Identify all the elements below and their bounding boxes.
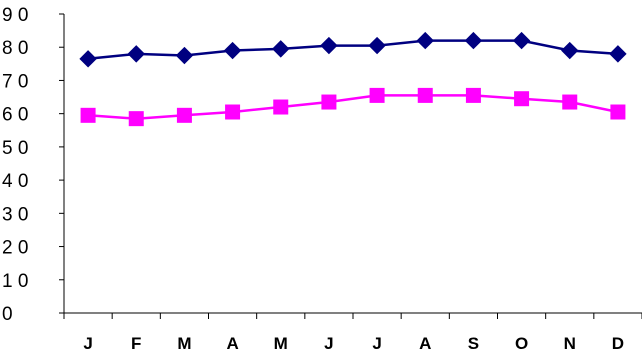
- data-point-square: [610, 104, 626, 120]
- data-point-square: [225, 104, 241, 120]
- y-tick-label: 3 0: [2, 204, 28, 225]
- x-tick-label: D: [612, 334, 624, 353]
- x-tick-label: J: [324, 334, 333, 353]
- x-tick-label: J: [83, 334, 92, 353]
- y-tick-label: 0: [2, 304, 13, 325]
- data-point-square: [562, 94, 578, 110]
- x-tick-label: A: [226, 334, 238, 353]
- data-point-square: [417, 87, 433, 103]
- data-point-diamond: [416, 31, 434, 50]
- data-point-square: [321, 94, 337, 110]
- x-tick-label: O: [515, 334, 528, 353]
- data-point-square: [369, 87, 385, 103]
- y-tick-label: 4 0: [2, 171, 28, 192]
- data-point-square: [176, 107, 192, 123]
- series-1: [79, 31, 627, 68]
- data-point-diamond: [320, 36, 338, 55]
- y-tick-label: 6 0: [2, 105, 28, 126]
- axes: [63, 14, 642, 314]
- data-point-diamond: [561, 41, 579, 60]
- series-2: [80, 87, 626, 127]
- data-point-square: [80, 107, 96, 123]
- data-point-diamond: [512, 31, 531, 50]
- data-point-square: [514, 91, 530, 107]
- data-point-diamond: [464, 31, 483, 50]
- data-point-diamond: [609, 45, 627, 63]
- data-point-diamond: [127, 45, 145, 63]
- x-tick-label: S: [468, 334, 479, 353]
- y-tick-label: 7 0: [2, 71, 28, 92]
- data-point-diamond: [368, 36, 386, 55]
- series-layer: [79, 31, 627, 127]
- data-point-diamond: [272, 40, 290, 58]
- y-axis-ticks: 0 1 0 2 0 3 0 4 0 5 0 6 0 7 0 8 0 9 0: [2, 5, 64, 325]
- x-tick-label: M: [274, 334, 288, 353]
- data-point-square: [128, 111, 144, 127]
- x-tick-label: M: [177, 334, 191, 353]
- x-tick-label: J: [372, 334, 381, 353]
- data-point-diamond: [175, 46, 194, 65]
- y-tick-label: 8 0: [2, 38, 28, 59]
- data-point-diamond: [223, 41, 242, 60]
- x-tick-label: N: [564, 334, 576, 353]
- data-point-square: [273, 99, 289, 115]
- series-line: [87, 39, 618, 61]
- y-tick-label: 9 0: [2, 5, 28, 26]
- data-point-diamond: [79, 50, 97, 68]
- x-tick-label: F: [131, 334, 141, 353]
- y-tick-label: 1 0: [2, 271, 28, 292]
- y-tick-label: 2 0: [2, 238, 28, 259]
- x-tick-label: A: [419, 334, 431, 353]
- series-line: [88, 94, 619, 120]
- data-point-square: [465, 87, 481, 103]
- y-tick-label: 5 0: [2, 138, 28, 159]
